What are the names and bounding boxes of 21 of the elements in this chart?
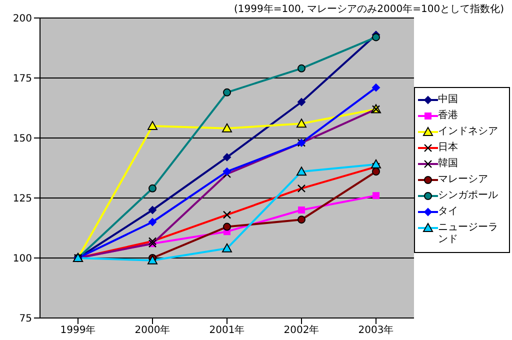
chart-subtitle: (1999年=100, マレーシアのみ2000年=100として指数化): [234, 2, 504, 16]
y-tick-label: 75: [19, 314, 32, 325]
y-tick-label: 125: [12, 194, 32, 205]
y-tick-label: 200: [12, 14, 32, 25]
legend-label: 香港: [438, 110, 458, 122]
x-tick-label: 2000年: [134, 324, 170, 336]
x-tick-label: 2002年: [284, 324, 320, 336]
legend-label: インドネシア: [438, 126, 498, 138]
legend-label: マレーシア: [438, 174, 488, 186]
legend-label: シンガポール: [438, 190, 498, 202]
x-tick-label: 2001年: [209, 324, 245, 336]
legend-label: ニュージーランド: [438, 222, 499, 246]
x-tick-label: 1999年: [60, 324, 96, 336]
legend-label: タイ: [438, 206, 458, 218]
legend-label: 中国: [438, 94, 458, 106]
y-tick-label: 100: [12, 254, 32, 265]
y-tick-label: 175: [12, 74, 32, 85]
legend-label: 韓国: [438, 158, 458, 170]
legend-label: 日本: [438, 142, 458, 154]
y-tick-label: 150: [12, 134, 32, 145]
x-tick-label: 2003年: [358, 324, 394, 336]
